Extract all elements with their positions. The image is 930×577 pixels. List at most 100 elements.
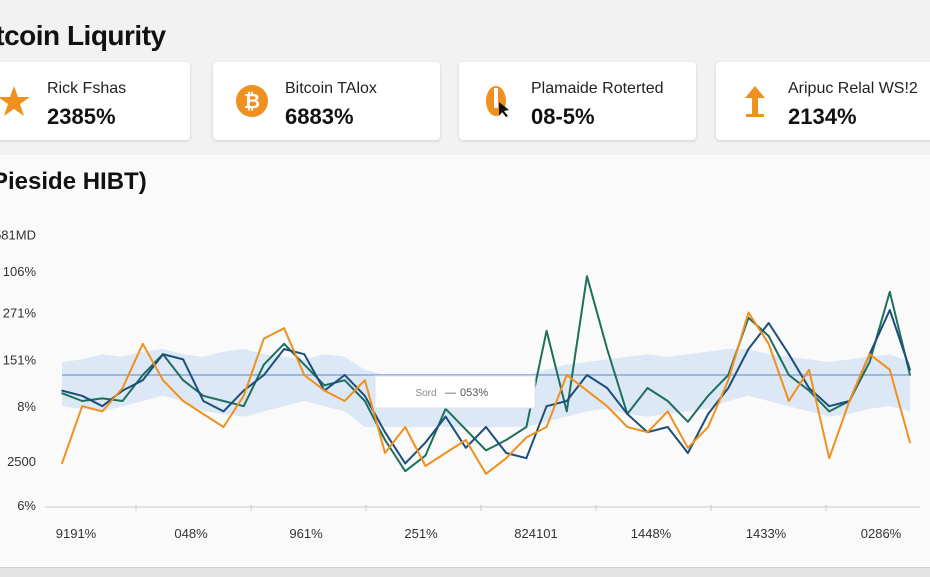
data-point-orange xyxy=(263,337,265,340)
data-point-orange xyxy=(323,389,326,392)
data-point-orange xyxy=(61,462,63,465)
data-point-teal xyxy=(828,410,831,413)
y-tick-label: 8% xyxy=(17,399,36,414)
data-point-teal xyxy=(323,384,326,387)
data-point-navy xyxy=(202,400,205,402)
tooltip-value: 053% xyxy=(460,387,488,399)
data-point-orange xyxy=(182,400,184,402)
data-point-navy xyxy=(303,353,306,356)
stat-card-risk[interactable]: Rick Fshas 2385% xyxy=(0,62,190,140)
card-value: 2134% xyxy=(788,104,857,129)
data-point-orange xyxy=(808,369,810,371)
card-label: Rick Fshas xyxy=(47,80,127,97)
data-point-orange xyxy=(848,400,851,402)
data-point-orange xyxy=(404,426,407,428)
data-point-teal xyxy=(465,428,467,431)
data-point-orange xyxy=(444,452,447,454)
data-point-orange xyxy=(707,426,709,428)
data-point-orange xyxy=(626,426,629,428)
data-point-teal xyxy=(707,395,709,397)
svg-text:₿: ₿ xyxy=(244,91,260,113)
stat-card-aripuc[interactable]: Aripuc Relal WS!2 2134% xyxy=(716,62,930,140)
y-tick-label: 2500 xyxy=(7,454,36,469)
data-point-navy xyxy=(505,452,507,454)
x-tick-label: 1448% xyxy=(631,526,672,541)
data-point-navy xyxy=(162,353,164,356)
data-point-navy xyxy=(828,405,831,408)
data-point-teal xyxy=(202,395,205,397)
data-point-navy xyxy=(283,348,285,350)
data-point-teal xyxy=(646,387,649,389)
data-point-teal xyxy=(424,454,427,457)
data-point-navy xyxy=(889,309,891,311)
stat-card-bitcoin[interactable]: ₿ Bitcoin TAlox 6883% xyxy=(213,62,440,140)
x-tick-label: 824101 xyxy=(514,526,557,541)
data-point-orange xyxy=(121,387,124,389)
data-point-navy xyxy=(263,374,265,376)
tooltip-label: Sord xyxy=(415,388,436,399)
data-point-orange xyxy=(909,441,911,444)
data-point-teal xyxy=(343,379,346,382)
data-point-navy xyxy=(909,369,911,371)
data-point-navy xyxy=(444,415,447,418)
data-point-teal xyxy=(808,389,810,392)
card-label: Plamaide Roterted xyxy=(531,80,664,97)
x-tick-label: 048% xyxy=(174,526,208,541)
data-point-navy xyxy=(525,457,528,460)
data-point-navy xyxy=(61,389,63,392)
data-point-navy xyxy=(485,426,487,428)
data-point-navy xyxy=(101,405,104,408)
y-tick-label: 271% xyxy=(3,306,37,321)
data-point-orange xyxy=(606,405,608,408)
stat-card-plamaide[interactable]: Plamaide Roterted 08-5% xyxy=(459,62,696,140)
data-point-teal xyxy=(283,343,285,345)
data-point-teal xyxy=(81,400,83,402)
data-point-navy xyxy=(424,441,427,444)
data-point-orange xyxy=(101,410,104,413)
data-point-teal xyxy=(909,374,911,376)
arrow-up-icon xyxy=(745,86,765,117)
data-point-navy xyxy=(545,405,548,408)
data-point-navy xyxy=(465,447,467,449)
data-point-orange xyxy=(384,452,386,454)
data-point-teal xyxy=(384,439,386,441)
data-point-teal xyxy=(182,379,184,382)
x-tick-label: 961% xyxy=(289,526,323,541)
data-point-orange xyxy=(364,379,366,382)
data-point-orange xyxy=(727,379,730,382)
horizontal-scrollbar[interactable] xyxy=(0,567,930,577)
data-point-teal xyxy=(485,449,487,452)
data-point-navy xyxy=(364,395,366,397)
data-point-orange xyxy=(525,436,528,439)
x-tick-label: 251% xyxy=(404,526,438,541)
data-point-teal xyxy=(101,397,104,400)
data-point-navy xyxy=(141,379,144,382)
card-value: 08-5% xyxy=(531,104,595,129)
x-tick-label: 0286% xyxy=(861,526,902,541)
bottle-icon xyxy=(486,86,509,117)
data-point-teal xyxy=(586,275,588,278)
data-point-teal xyxy=(364,400,366,402)
data-point-navy xyxy=(384,431,386,434)
data-point-teal xyxy=(404,470,407,473)
data-point-navy xyxy=(666,426,669,428)
data-point-navy xyxy=(81,395,83,397)
data-point-navy xyxy=(687,452,689,454)
tooltip-dash: — xyxy=(445,387,456,399)
data-point-teal xyxy=(565,410,568,413)
data-point-orange xyxy=(81,405,83,408)
data-point-teal xyxy=(263,363,265,366)
data-point-orange xyxy=(141,343,144,345)
data-point-navy xyxy=(707,413,709,415)
data-point-navy xyxy=(788,353,790,356)
data-point-navy xyxy=(565,400,568,402)
data-point-navy xyxy=(586,374,588,376)
data-point-navy xyxy=(121,389,124,392)
data-point-teal xyxy=(788,374,790,376)
data-point-orange xyxy=(767,343,770,345)
data-point-teal xyxy=(303,363,306,366)
data-point-orange xyxy=(565,374,568,376)
data-point-orange xyxy=(545,426,548,428)
data-point-teal xyxy=(545,330,548,332)
